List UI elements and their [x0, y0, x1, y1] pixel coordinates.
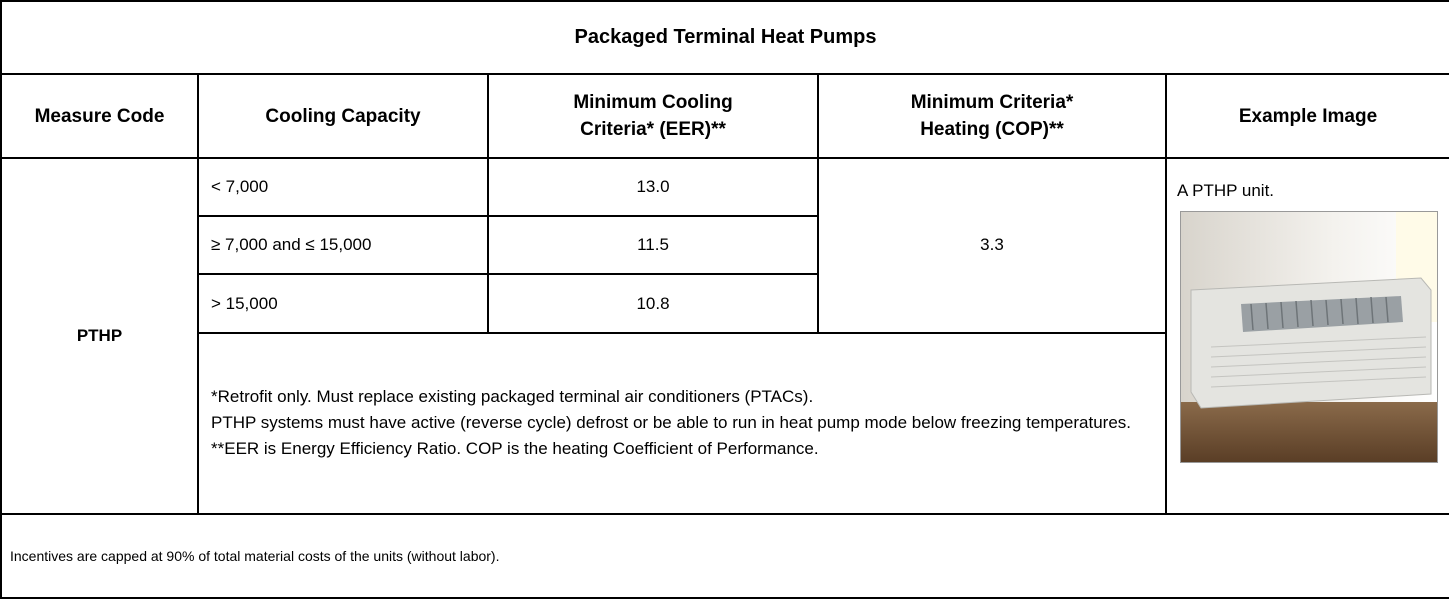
footer-note: Incentives are capped at 90% of total ma… — [1, 514, 1449, 598]
image-caption: A PTHP unit. — [1177, 181, 1437, 201]
column-header: Cooling Capacity — [198, 74, 488, 158]
header-line: Measure Code — [14, 103, 185, 130]
page: Packaged Terminal Heat Pumps Measure Cod… — [0, 0, 1449, 599]
note: PTHP systems must have active (reverse c… — [211, 410, 1153, 436]
column-header: Measure Code — [1, 74, 198, 158]
note: **EER is Energy Efficiency Ratio. COP is… — [211, 436, 1153, 462]
header-line: Example Image — [1179, 103, 1437, 130]
cop-cell: 3.3 — [818, 158, 1166, 332]
capacity-cell: < 7,000 — [198, 158, 488, 216]
eer-cell: 13.0 — [488, 158, 818, 216]
note: *Retrofit only. Must replace existing pa… — [211, 384, 1153, 410]
capacity-cell: > 15,000 — [198, 274, 488, 332]
header-line: Cooling Capacity — [211, 103, 475, 130]
measure-table: Packaged Terminal Heat Pumps Measure Cod… — [0, 0, 1449, 599]
header-line: Heating (COP)** — [831, 116, 1153, 143]
eer-cell: 10.8 — [488, 274, 818, 332]
capacity-cell: ≥ 7,000 and ≤ 15,000 — [198, 216, 488, 274]
table-title: Packaged Terminal Heat Pumps — [1, 1, 1449, 74]
notes-cell: *Retrofit only. Must replace existing pa… — [198, 333, 1166, 515]
example-image — [1180, 211, 1438, 463]
image-cell: A PTHP unit. — [1166, 158, 1449, 514]
column-header: Example Image — [1166, 74, 1449, 158]
header-line: Minimum Criteria* — [831, 89, 1153, 116]
header-line: Criteria* (EER)** — [501, 116, 805, 143]
header-line: Minimum Cooling — [501, 89, 805, 116]
measure-code: PTHP — [1, 158, 198, 514]
column-header: Minimum Criteria*Heating (COP)** — [818, 74, 1166, 158]
eer-cell: 11.5 — [488, 216, 818, 274]
